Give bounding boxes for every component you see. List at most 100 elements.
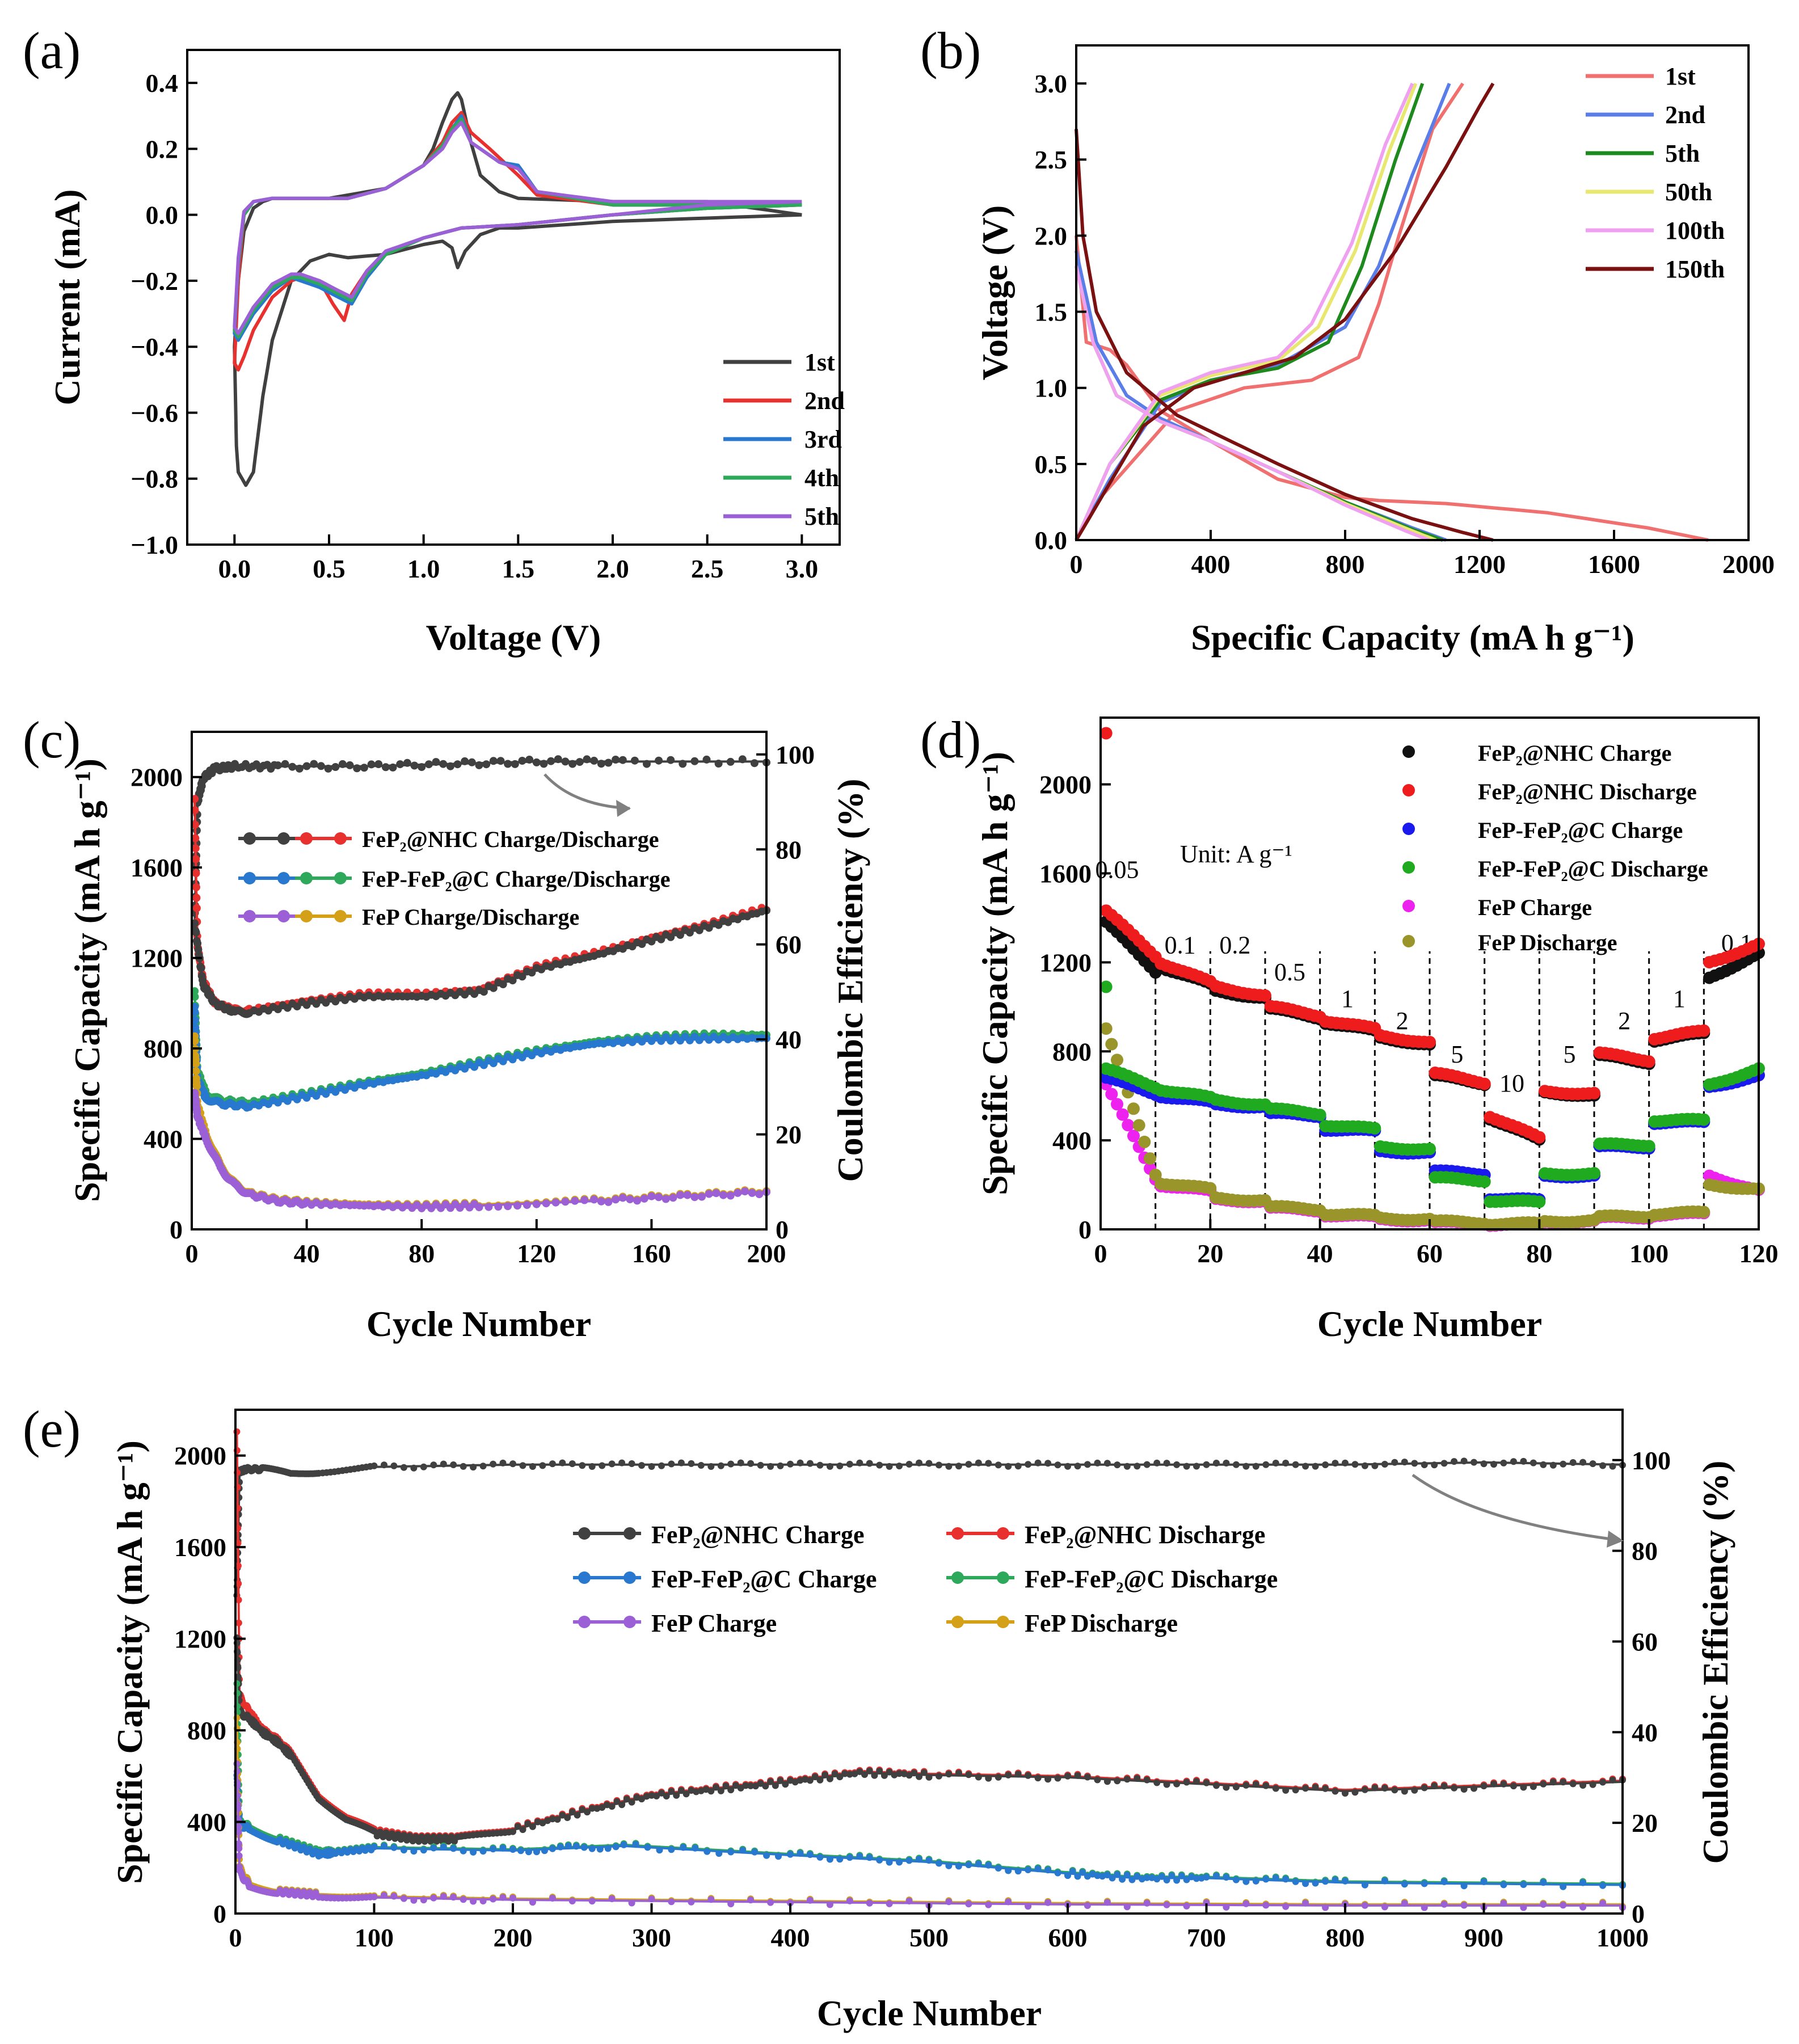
data-point xyxy=(1560,1460,1567,1468)
data-point xyxy=(460,1847,467,1855)
data-point xyxy=(911,1769,918,1777)
panel-c-plot-area: 0 40 80 120 160 20004008001200160020000204060… xyxy=(130,740,815,1268)
data-point xyxy=(597,1197,605,1206)
data-point xyxy=(638,1462,645,1469)
panel-a-x-tick-label: 2.5 xyxy=(691,554,724,583)
data-point xyxy=(588,1463,596,1470)
data-point xyxy=(623,1796,630,1803)
data-point xyxy=(1232,1876,1240,1883)
data-point xyxy=(551,1198,560,1207)
data-point xyxy=(532,1200,541,1208)
data-point xyxy=(1282,1786,1290,1794)
data-point xyxy=(604,1198,613,1206)
data-point xyxy=(541,1847,548,1855)
data-point xyxy=(1490,1461,1497,1468)
rate-point xyxy=(1423,1035,1436,1048)
data-point xyxy=(568,1460,576,1468)
data-point xyxy=(324,764,332,773)
data-point xyxy=(1103,1899,1111,1906)
rate-point xyxy=(1127,1130,1140,1143)
data-point xyxy=(588,1805,596,1812)
data-point xyxy=(273,761,282,770)
data-point xyxy=(1322,1785,1329,1792)
data-point xyxy=(1371,1784,1379,1792)
data-point xyxy=(1421,1904,1428,1911)
data-point xyxy=(1074,1463,1081,1470)
data-point xyxy=(1589,1460,1596,1468)
data-point xyxy=(235,1619,242,1626)
data-point xyxy=(370,1843,378,1851)
data-point xyxy=(549,1845,556,1852)
data-point xyxy=(668,1846,675,1853)
data-point xyxy=(995,1773,1002,1781)
panel-e-y-tick-label: 1600 xyxy=(174,1533,226,1562)
data-point xyxy=(583,755,591,764)
data-point xyxy=(648,1895,655,1903)
panel-a-frame xyxy=(186,49,841,546)
rate-point xyxy=(1697,1206,1710,1219)
data-point xyxy=(460,1463,467,1470)
data-point xyxy=(1342,1459,1349,1466)
data-point xyxy=(439,760,448,768)
data-point xyxy=(1223,1874,1230,1881)
panel-c-frame xyxy=(191,731,768,1230)
panel-a-x-tick-label: 2.0 xyxy=(596,554,629,583)
data-point xyxy=(762,1782,769,1790)
data-point xyxy=(1183,1876,1190,1883)
panel-b-y-tick-label: 2.5 xyxy=(1035,145,1068,174)
data-point xyxy=(1322,1878,1329,1885)
data-point xyxy=(1044,1866,1052,1874)
panel-a-x-tick-label: 1.0 xyxy=(407,554,440,583)
data-point xyxy=(1223,1784,1230,1791)
data-point xyxy=(1252,1781,1259,1788)
data-point xyxy=(532,758,541,766)
data-point xyxy=(655,756,663,765)
panel-e-y-tick-label: 1200 xyxy=(174,1625,226,1654)
panel-a-legend: 1st 2nd 3rd 4th 5th xyxy=(723,348,845,530)
data-point xyxy=(787,1851,794,1858)
data-point xyxy=(1312,1784,1319,1791)
data-point xyxy=(1203,1899,1210,1907)
data-point xyxy=(1549,1779,1557,1786)
data-point xyxy=(677,1459,685,1466)
data-point xyxy=(626,1195,634,1203)
data-point xyxy=(648,1463,655,1470)
data-point xyxy=(727,1848,735,1856)
data-point xyxy=(1143,1461,1151,1468)
gcd-charge-100th xyxy=(1075,82,1414,541)
data-point xyxy=(317,762,325,770)
data-point xyxy=(1460,1457,1468,1465)
data-point xyxy=(673,1792,680,1799)
data-point xyxy=(811,1773,819,1781)
rate-label: 1 xyxy=(1341,985,1354,1013)
data-point xyxy=(1123,1463,1131,1470)
data-point xyxy=(1005,1867,1012,1874)
data-point xyxy=(1500,1899,1507,1907)
data-point xyxy=(288,1840,296,1847)
data-point xyxy=(905,1857,913,1864)
data-point xyxy=(192,1082,201,1090)
data-point xyxy=(1579,1782,1587,1789)
data-point xyxy=(757,1461,764,1469)
data-point xyxy=(396,760,405,769)
data-point xyxy=(905,1898,913,1904)
data-point xyxy=(432,758,440,766)
data-point xyxy=(826,1463,833,1470)
data-point xyxy=(831,1771,839,1777)
data-point xyxy=(475,761,483,769)
data-point xyxy=(1193,1778,1200,1785)
panel-a-legend-label-3rd: 3rd xyxy=(804,425,842,453)
data-point xyxy=(561,757,570,766)
data-point xyxy=(499,1894,507,1901)
data-point xyxy=(1381,1877,1388,1885)
data-point xyxy=(797,1850,804,1857)
data-point xyxy=(1560,1902,1567,1909)
data-point xyxy=(1312,1879,1319,1887)
data-point xyxy=(1173,1877,1181,1884)
data-point xyxy=(1569,1459,1577,1466)
data-point xyxy=(995,1461,1002,1469)
data-point xyxy=(1203,1873,1210,1881)
data-point xyxy=(1401,1881,1408,1888)
data-point xyxy=(1302,1880,1309,1887)
data-point xyxy=(1262,1461,1270,1468)
